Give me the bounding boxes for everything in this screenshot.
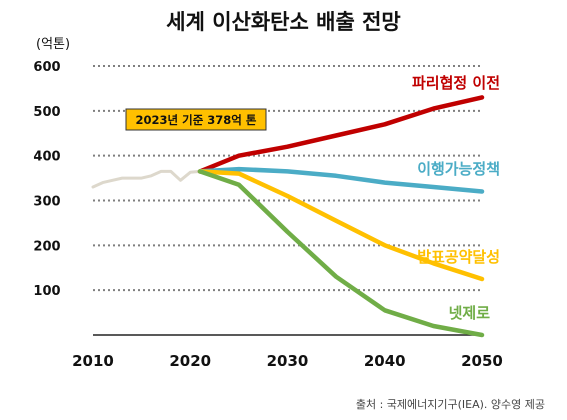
source-note: 출처 : 국제에너지기구(IEA). 양수영 제공 (355, 398, 545, 411)
series-line-pledges (197, 169, 485, 282)
series-line-paris (197, 95, 485, 174)
y-tick-label-600: 600 (33, 60, 60, 75)
x-tick-label-2050: 2050 (461, 352, 503, 370)
series-line-historical (91, 169, 202, 189)
y-tick-label-200: 200 (33, 239, 60, 254)
x-tick-label-2040: 2040 (364, 352, 406, 370)
y-tick-label-400: 400 (33, 150, 60, 165)
series-line-current (197, 166, 485, 194)
axes: 100 200 300 400 500 600 2010 2020 2030 2040 2050 (33, 60, 502, 370)
annotation-text: 2023년 기준 378억 톤 (136, 113, 257, 127)
series-line-netzero (197, 169, 485, 338)
y-tick-label-500: 500 (33, 105, 60, 120)
annotation: 2023년 기준 378억 톤 (125, 108, 267, 131)
series-label-current: 이행가능정책 (417, 160, 500, 178)
series-label-netzero: 넷제로 (449, 304, 491, 322)
x-tick-label-2010: 2010 (72, 352, 114, 370)
chart-title: 세계 이산화탄소 배출 전망 (166, 10, 401, 34)
y-tick-label-300: 300 (33, 195, 60, 210)
x-tick-label-2030: 2030 (267, 352, 309, 370)
series-lines (91, 95, 485, 338)
series-label-pledges: 발표공약달성 (417, 248, 500, 266)
y-tick-label-100: 100 (33, 284, 60, 299)
annotation-box (125, 108, 267, 131)
series-label-paris: 파리협정 이전 (412, 74, 500, 92)
x-tick-label-2020: 2020 (169, 352, 211, 370)
y-axis-unit-label: (억톤) (36, 37, 70, 52)
